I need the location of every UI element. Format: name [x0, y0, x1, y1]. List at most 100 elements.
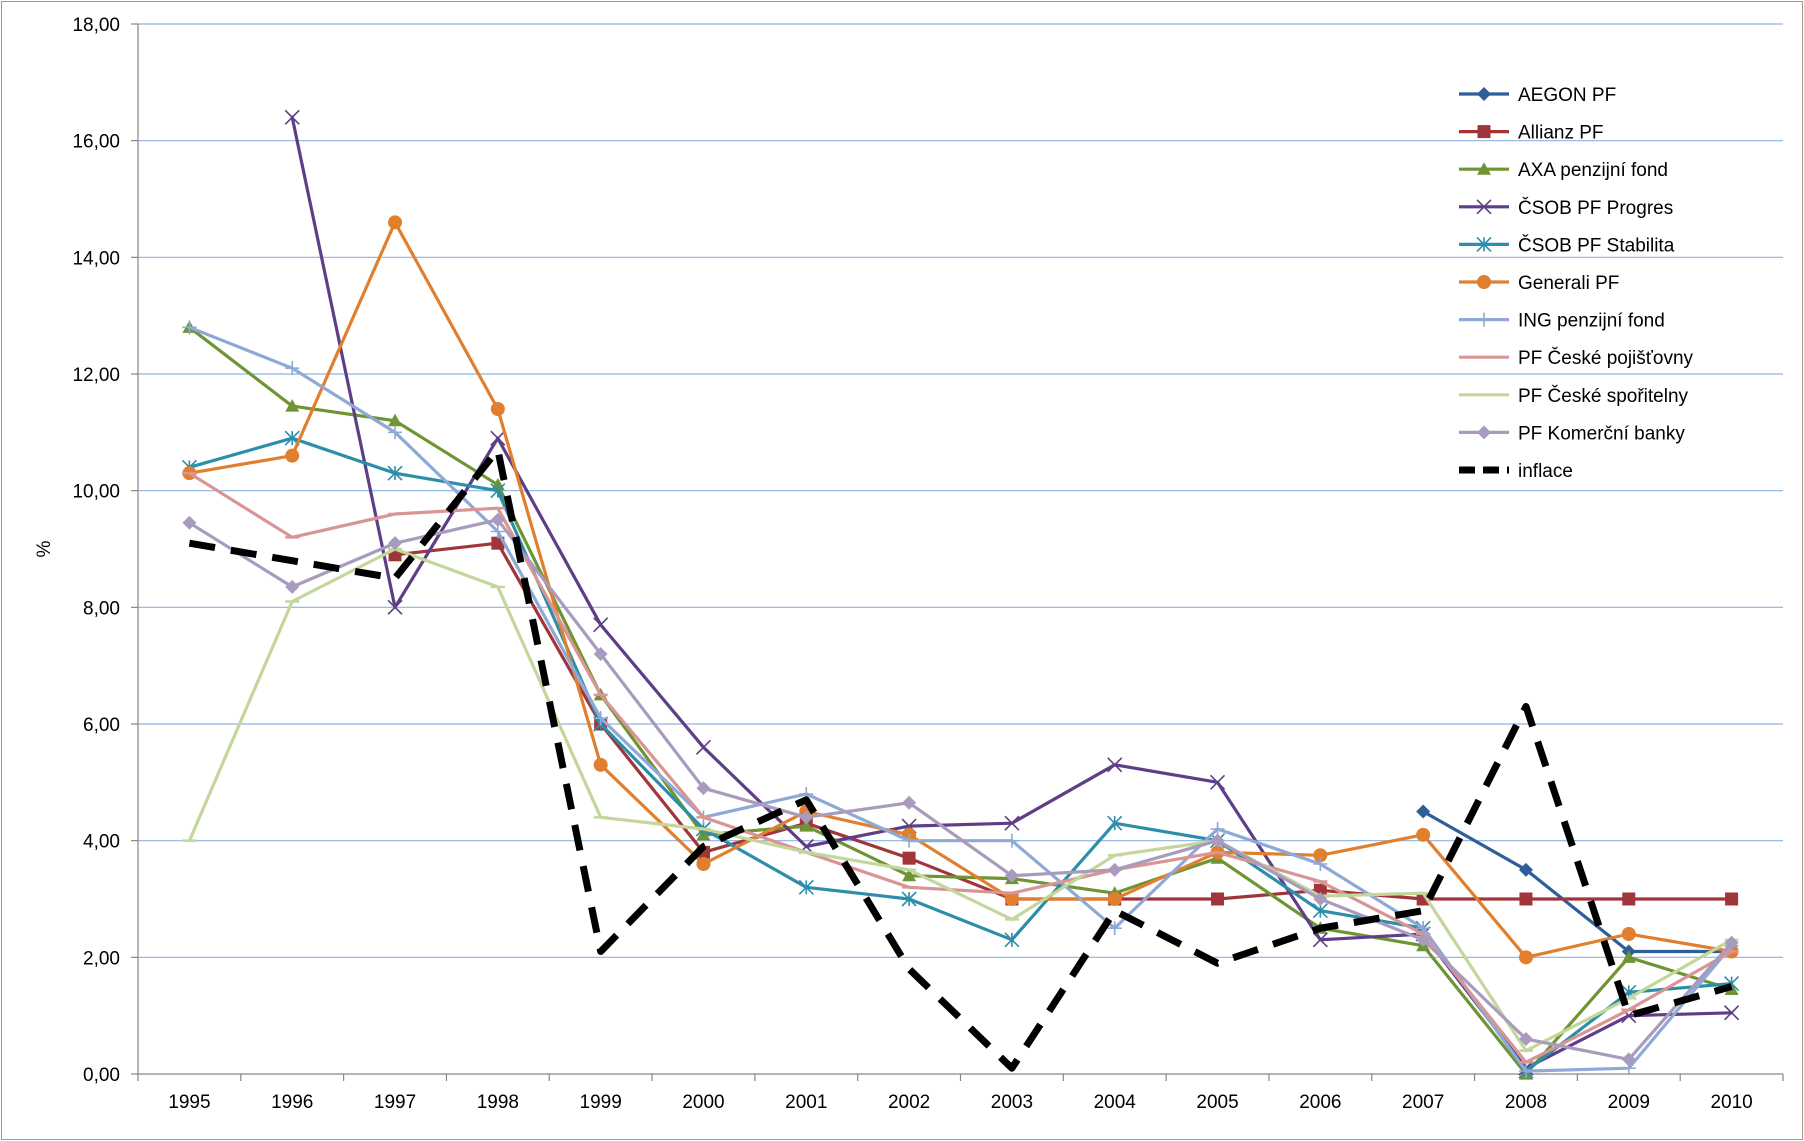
data-point-pf-komercni-banky: [1416, 932, 1431, 947]
x-tick-label: 2005: [1196, 1092, 1238, 1113]
data-point-axa-penzijni-fond: [285, 399, 300, 412]
x-tick-label: 2006: [1299, 1092, 1341, 1113]
data-point-csob-pf-progres: [490, 430, 506, 446]
legend-label-ing-penzijni-fond: ING penzijní fond: [1518, 311, 1665, 332]
legend-marker-csob-pf-stabilita: [1476, 236, 1492, 252]
data-point-pf-komercni-banky: [1004, 868, 1019, 883]
data-point-generali-pf: [1621, 927, 1636, 941]
data-point-pf-komercni-banky: [490, 512, 505, 527]
data-point-pf-komercni-banky: [1518, 1032, 1533, 1046]
series-line-csob-pf-progres: [290, 115, 1734, 1070]
series-lines: [181, 109, 1740, 1080]
data-point-csob-pf-progres: [695, 739, 712, 755]
data-point-csob-pf-stabilita: [798, 879, 814, 895]
y-tick-label: 16,00: [72, 132, 120, 153]
legend-item-csob-pf-progres: ČSOB PF Progres: [1459, 197, 1673, 219]
data-point-allianz-pf: [1622, 892, 1636, 906]
legend-marker-aegon-pf: [1477, 87, 1491, 101]
data-point-generali-pf: [285, 448, 300, 463]
data-point-pf-komercni-banky: [1210, 833, 1225, 848]
x-tick-label: 1995: [168, 1092, 210, 1113]
legend-label-pf-komercni-banky: PF Komerční banky: [1518, 423, 1685, 444]
data-point-generali-pf: [593, 757, 608, 772]
legend-item-inflace: inflace: [1459, 461, 1573, 482]
series-pf-ceske-pojistovny: [182, 471, 1739, 1064]
data-point-csob-pf-stabilita: [1004, 932, 1020, 948]
legend-item-pf-komercni-banky: PF Komerční banky: [1459, 423, 1685, 444]
data-point-csob-pf-stabilita: [1107, 815, 1123, 831]
series-axa-penzijni-fond: [182, 320, 1739, 1080]
data-point-csob-pf-progres: [1724, 1005, 1740, 1021]
data-point-ing-penzijni-fond: [388, 425, 403, 440]
data-point-ing-penzijni-fond: [1004, 833, 1019, 848]
y-tick-label: 4,00: [83, 832, 120, 853]
data-point-pf-komercni-banky: [593, 647, 608, 661]
data-point-aegon-pf: [1518, 862, 1533, 877]
data-point-aegon-pf: [1416, 804, 1431, 819]
x-tick-label: 1999: [580, 1092, 622, 1113]
y-tick-label: 12,00: [72, 365, 120, 386]
series-pf-ceske-sporitelny: [182, 547, 1739, 1053]
data-point-allianz-pf: [1211, 892, 1225, 906]
data-point-csob-pf-progres: [387, 599, 403, 615]
data-point-axa-penzijni-fond: [799, 819, 814, 832]
y-tick-label: 10,00: [72, 482, 120, 503]
x-tick-label: 2000: [682, 1092, 724, 1113]
y-tick-label: 0,00: [83, 1065, 120, 1086]
legend-item-generali-pf: Generali PF: [1459, 273, 1619, 294]
x-tick-label: 2008: [1505, 1092, 1547, 1113]
data-point-allianz-pf: [1725, 892, 1739, 906]
data-point-csob-pf-stabilita: [387, 465, 403, 481]
data-point-ing-penzijni-fond: [1313, 857, 1328, 871]
legend-item-pf-ceske-pojistovny: PF České pojišťovny: [1459, 347, 1694, 369]
legend-label-allianz-pf: Allianz PF: [1518, 123, 1604, 144]
y-tick-label: 18,00: [72, 15, 120, 36]
legend-label-csob-pf-stabilita: ČSOB PF Stabilita: [1518, 234, 1675, 256]
x-tick-label: 2009: [1608, 1092, 1650, 1113]
data-point-axa-penzijni-fond: [388, 413, 403, 427]
legend-item-ing-penzijni-fond: ING penzijní fond: [1459, 311, 1665, 332]
series-line-ing-penzijni-fond: [187, 325, 1734, 1073]
data-point-generali-pf: [1313, 848, 1328, 863]
data-point-pf-komercni-banky: [182, 515, 197, 530]
data-point-pf-komercni-banky: [902, 795, 917, 810]
series-line-axa-penzijni-fond: [187, 325, 1734, 1076]
y-tick-label: 6,00: [83, 715, 120, 736]
y-tick-label: 2,00: [83, 948, 120, 969]
legend-item-allianz-pf: Allianz PF: [1459, 123, 1604, 144]
data-point-pf-komercni-banky: [1107, 862, 1122, 877]
axes: % 0,00 2,00 4,00 6,00 8,00 10,00 12,00 14,00 16,…: [34, 15, 1784, 1113]
series-allianz-pf: [388, 536, 1739, 906]
data-point-csob-pf-progres: [1107, 757, 1123, 773]
series-pf-komercni-banky: [182, 512, 1739, 1067]
legend-item-axa-penzijni-fond: AXA penzijní fond: [1459, 160, 1668, 181]
legend-marker-pf-komercni-banky: [1477, 425, 1491, 440]
data-point-ing-penzijni-fond: [1107, 921, 1122, 936]
legend-marker-allianz-pf: [1477, 125, 1491, 139]
data-point-pf-komercni-banky: [799, 810, 814, 825]
data-point-axa-penzijni-fond: [902, 868, 917, 882]
data-point-csob-pf-progres: [1209, 774, 1226, 790]
x-tick-label: 2002: [888, 1092, 930, 1113]
legend-marker-ing-penzijni-fond: [1477, 312, 1491, 327]
data-point-csob-pf-stabilita: [901, 891, 917, 907]
data-point-generali-pf: [1107, 892, 1122, 906]
x-tick-label: 2003: [991, 1092, 1033, 1113]
series-aegon-pf: [1416, 804, 1739, 959]
series-line-pf-ceske-pojistovny: [187, 471, 1734, 1064]
x-tick-label: 2004: [1094, 1092, 1137, 1113]
data-point-csob-pf-progres: [284, 109, 300, 125]
data-point-ing-penzijni-fond: [1210, 822, 1225, 836]
legend-marker-csob-pf-progres: [1476, 199, 1492, 215]
data-point-ing-penzijni-fond: [902, 833, 917, 848]
series-line-pf-ceske-sporitelny: [187, 547, 1734, 1053]
x-tick-label: 2010: [1710, 1092, 1752, 1113]
series-generali-pf: [182, 215, 1739, 965]
legend-marker-axa-penzijni-fond: [1477, 162, 1491, 175]
data-point-pf-komercni-banky: [1621, 1052, 1636, 1067]
series-line-aegon-pf: [1421, 809, 1734, 954]
series-inflace: [188, 446, 1733, 1072]
data-point-pf-komercni-banky: [285, 579, 300, 594]
data-point-generali-pf: [1416, 827, 1431, 842]
